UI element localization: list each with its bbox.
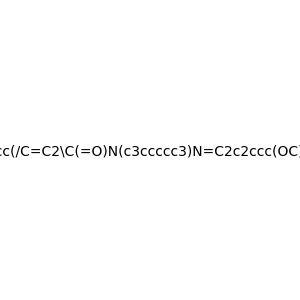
Text: COc1ccc(/C=C2\C(=O)N(c3ccccc3)N=C2c2ccc(OC)cc2)cc1: COc1ccc(/C=C2\C(=O)N(c3ccccc3)N=C2c2ccc(… [0,145,300,158]
